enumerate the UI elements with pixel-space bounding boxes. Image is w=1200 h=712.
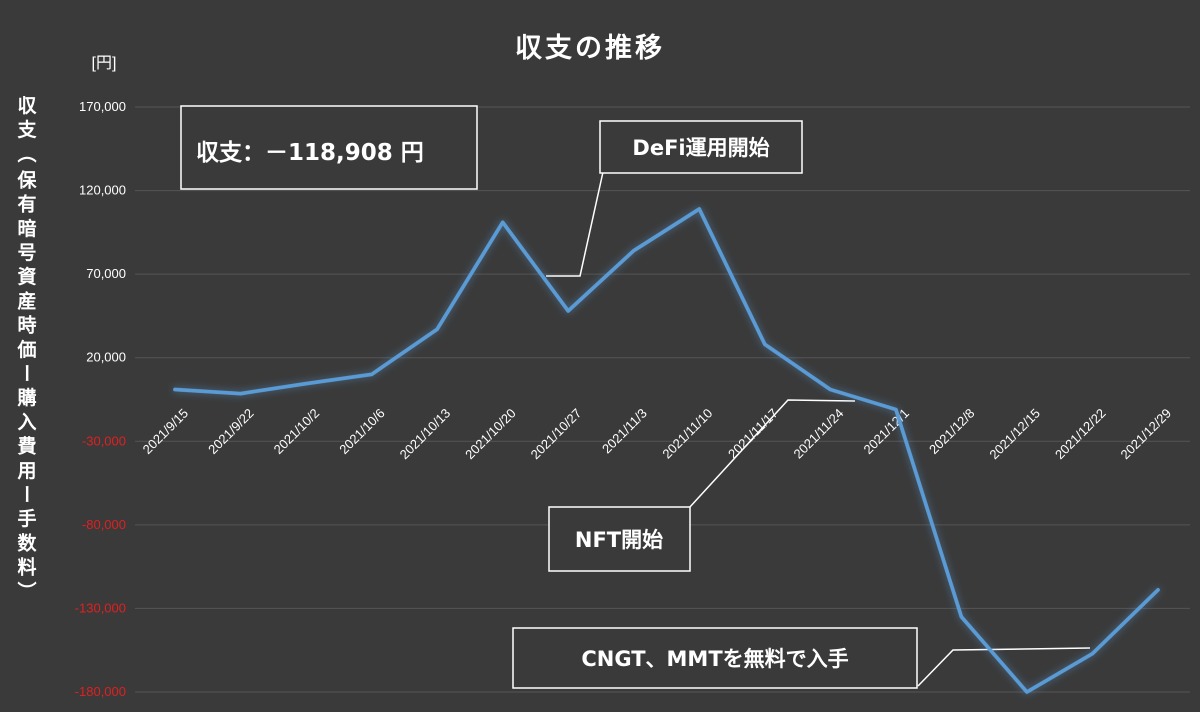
data-point — [566, 309, 570, 313]
data-point — [632, 249, 636, 253]
y-tick-label: -80,000 — [82, 517, 126, 532]
data-point — [435, 327, 439, 331]
y-label-char: 暗 — [17, 217, 36, 240]
summary-box: 収支：－118,908 円 — [180, 105, 478, 190]
y-label-char: 用 — [17, 460, 36, 482]
y-label-char: 入 — [17, 411, 36, 433]
series-line — [173, 207, 1160, 694]
y-label-char: 購 — [17, 386, 36, 409]
cngt-box: CNGT、MMTを無料で入手 — [512, 627, 918, 689]
x-tick-label: 2021/9/22 — [205, 406, 257, 458]
y-label-char: 支 — [16, 119, 37, 141]
x-tick-label: 2021/12/15 — [986, 406, 1043, 463]
y-tick-label: 170,000 — [79, 99, 126, 114]
y-axis-ticks: 170,000 120,000 70,000 20,000 -30,000 -80,000… — [75, 99, 126, 699]
x-tick-label: 2021/10/20 — [462, 406, 519, 463]
data-point — [763, 342, 767, 346]
data-point — [501, 220, 505, 224]
x-tick-label: 2021/12/22 — [1052, 406, 1109, 463]
y-label-char: ） — [15, 581, 38, 600]
y-tick-label: -180,000 — [75, 684, 126, 699]
data-point — [1090, 652, 1094, 656]
y-label-char: 有 — [17, 193, 36, 216]
x-tick-label: 2021/9/15 — [140, 406, 192, 458]
y-label-char: 収 — [17, 95, 37, 117]
cngt-annotation-text: CNGT、MMTを無料で入手 — [581, 647, 848, 671]
annotation-connectors — [546, 171, 1091, 687]
x-tick-label: 2021/10/2 — [271, 406, 323, 458]
y-tick-label: 120,000 — [79, 183, 126, 198]
y-label-char: （ — [15, 144, 38, 163]
y-tick-label: 70,000 — [86, 266, 126, 281]
data-point — [828, 387, 832, 391]
x-tick-label: 2021/11/17 — [725, 406, 781, 462]
y-label-char: ー — [15, 363, 37, 382]
defi-box: DeFi運用開始 — [599, 120, 803, 174]
x-tick-label: 2021/11/10 — [659, 406, 715, 462]
gridlines — [135, 106, 1190, 693]
data-point — [959, 615, 963, 619]
x-tick-label: 2021/10/6 — [336, 406, 388, 458]
data-point — [370, 372, 374, 376]
x-tick-label: 2021/12/8 — [926, 406, 978, 458]
data-point — [239, 392, 243, 396]
data-point — [1156, 588, 1160, 592]
y-tick-label: 20,000 — [86, 350, 126, 365]
defi-annotation-text: DeFi運用開始 — [632, 136, 769, 160]
y-label-char: 保 — [16, 168, 37, 191]
data-point — [304, 382, 308, 386]
y-label-char: 価 — [16, 339, 36, 361]
defi-connector — [546, 171, 604, 277]
series-layer — [173, 207, 1160, 694]
y-label-char: 時 — [17, 315, 36, 337]
y-unit-label: [円] — [92, 55, 117, 72]
y-tick-label: -30,000 — [82, 433, 126, 448]
x-tick-label: 2021/10/27 — [528, 406, 585, 463]
y-label-char: 料 — [17, 556, 36, 579]
x-tick-label: 2021/12/29 — [1117, 406, 1174, 463]
y-tick-label: -130,000 — [75, 600, 126, 615]
y-label-char: 資 — [17, 265, 36, 288]
cngt-connector — [917, 647, 1091, 687]
data-point — [894, 408, 898, 412]
y-label-char: 号 — [17, 242, 36, 264]
nft-connector — [688, 399, 856, 509]
x-tick-label: 2021/10/13 — [397, 406, 454, 463]
x-tick-label: 2021/11/3 — [599, 406, 650, 457]
y-label-char: 費 — [17, 435, 36, 458]
x-tick-label: 2021/11/24 — [791, 406, 847, 462]
chart-title: 収支の推移 — [515, 33, 665, 64]
y-label-char: 数 — [17, 531, 37, 554]
nft-box: NFT開始 — [548, 506, 691, 572]
nft-annotation-text: NFT開始 — [575, 528, 663, 552]
data-point — [1025, 690, 1029, 694]
x-axis-ticks: 2021/9/15 2021/9/22 2021/10/2 2021/10/6 2021… — [140, 406, 1175, 463]
data-point — [173, 387, 177, 391]
y-label-char: ー — [15, 484, 37, 503]
summary-text: 収支：－118,908 円 — [196, 140, 424, 166]
y-label-char: 手 — [17, 507, 36, 530]
y-label-char: 産 — [17, 289, 36, 312]
data-point — [697, 207, 701, 211]
